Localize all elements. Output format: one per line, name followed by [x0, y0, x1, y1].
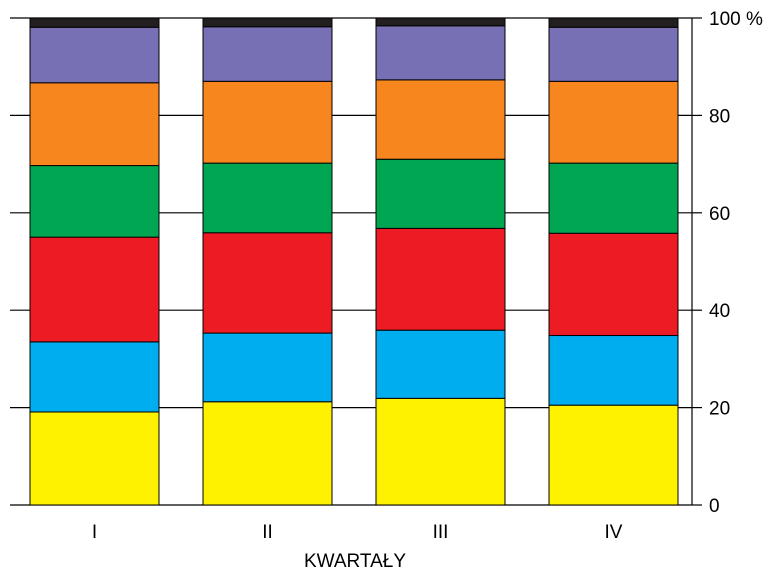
- bar-segment-III-4: [375, 158, 506, 229]
- bar-segment-II-5: [202, 80, 333, 164]
- bar-segment-I-2: [29, 341, 160, 413]
- bar-segment-I-4: [29, 165, 160, 238]
- bar-segment-IV-3: [548, 232, 679, 337]
- bar-segment-I-1: [29, 411, 160, 506]
- bar-segment-I-6: [29, 26, 160, 84]
- bar-segment-IV-5: [548, 80, 679, 164]
- y-tick-label-100: 100 %: [709, 9, 763, 30]
- bar-segment-I-3: [29, 236, 160, 343]
- bar-segment-III-3: [375, 227, 506, 331]
- y-tick-label-20: 20: [709, 399, 730, 420]
- x-axis-tick-labels: I II III IV: [92, 522, 623, 543]
- bar-segment-II-3: [202, 232, 333, 334]
- bar-segment-IV-1: [548, 404, 679, 506]
- bar-segment-IV-2: [548, 335, 679, 406]
- bar-segment-II-4: [202, 162, 333, 234]
- bar-segment-IV-7: [548, 17, 679, 28]
- y-tick-label-0: 0: [709, 496, 720, 517]
- bar-segment-III-5: [375, 79, 506, 160]
- x-axis-title: KWARTAŁY: [304, 551, 406, 572]
- bar-segment-III-7: [375, 17, 506, 27]
- bar-segment-I-7: [29, 17, 160, 28]
- y-axis: 0 20 40 60 80 100 %: [691, 9, 763, 517]
- y-tick-label-40: 40: [709, 301, 730, 322]
- bar-segment-III-1: [375, 397, 506, 506]
- bar-segment-II-7: [202, 17, 333, 28]
- bar-segment-II-1: [202, 401, 333, 506]
- bar-segment-IV-6: [548, 26, 679, 82]
- x-tick-label-I: I: [92, 522, 97, 543]
- bars: [29, 17, 679, 506]
- y-tick-label-80: 80: [709, 106, 730, 127]
- bar-segment-I-5: [29, 82, 160, 167]
- bar-segment-IV-4: [548, 162, 679, 234]
- bar-segment-II-6: [202, 26, 333, 82]
- bar-segment-III-2: [375, 329, 506, 399]
- bar-segment-III-6: [375, 25, 506, 81]
- y-tick-label-60: 60: [709, 204, 730, 225]
- x-tick-label-III: III: [433, 522, 449, 543]
- bar-segment-II-2: [202, 332, 333, 403]
- x-tick-label-IV: IV: [605, 522, 623, 543]
- x-tick-label-II: II: [262, 522, 273, 543]
